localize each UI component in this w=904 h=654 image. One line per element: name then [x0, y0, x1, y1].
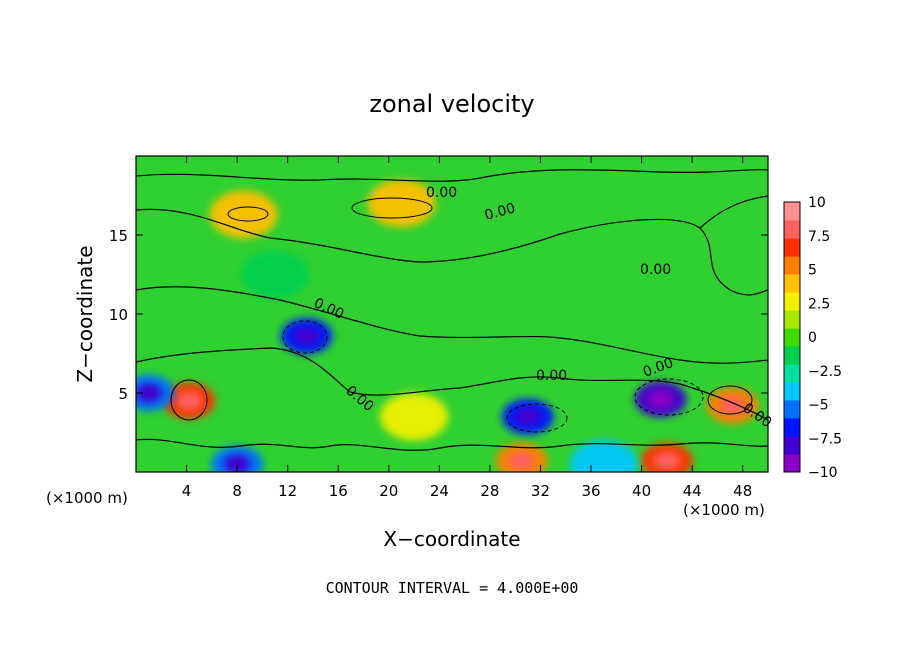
colorbar-swatch	[784, 418, 800, 437]
neg-contour-3	[506, 403, 568, 433]
x-axis: 4 8 12 16 20 24 28 32 36 40 44 48	[182, 156, 752, 500]
colorbar-tick-label: −5	[808, 398, 829, 414]
velocity-anomaly	[380, 392, 449, 441]
velocity-field	[136, 179, 759, 472]
pos-contour-3	[351, 197, 433, 219]
colorbar-swatch	[784, 292, 800, 311]
colorbar-tick-label: −2.5	[808, 364, 842, 380]
contour-label: 0.00	[536, 368, 567, 384]
colorbar: 10 7.5 5 2.5 0 −2.5 −5 −7.5 −10	[783, 195, 842, 481]
x-tick-label: 20	[379, 482, 398, 500]
colorbar-tick-label: −10	[808, 465, 838, 481]
x-tick-label: 12	[278, 482, 297, 500]
colorbar-swatch	[784, 328, 800, 347]
colorbar-swatch	[784, 436, 800, 455]
x-axis-label: X−coordinate	[383, 527, 520, 551]
y-tick-label: 5	[118, 385, 128, 403]
y-tick-label: 15	[109, 227, 128, 245]
neg-contour-1	[282, 320, 328, 354]
pos-contour-1	[170, 379, 208, 421]
x-tick-label: 32	[531, 482, 550, 500]
contour-label: 0.00	[483, 200, 517, 224]
velocity-anomaly-core	[514, 407, 541, 426]
zero-contour-top	[136, 169, 768, 182]
velocity-anomaly-core	[647, 390, 674, 409]
velocity-anomaly-core	[653, 451, 680, 471]
colorbar-frame	[783, 201, 801, 473]
y-axis-label: Z−coordinate	[73, 245, 97, 382]
contour-label: 0.00	[426, 185, 457, 201]
contour-interval: CONTOUR INTERVAL = 4.000E+00	[326, 579, 579, 597]
x-scale-left: (×1000 m)	[46, 489, 128, 507]
colorbar-tick-label: 5	[808, 263, 817, 279]
colorbar-tick-label: 0	[808, 330, 817, 346]
x-scale-right: (×1000 m)	[683, 501, 765, 519]
x-tick-label: 28	[480, 482, 499, 500]
colorbar-swatch	[784, 364, 800, 383]
pos-contour-4	[227, 206, 269, 222]
velocity-anomaly	[241, 250, 310, 299]
velocity-anomaly	[569, 440, 638, 472]
y-axis: 5 10 15	[109, 227, 768, 403]
velocity-anomaly-core	[719, 396, 746, 415]
chart-title: zonal velocity	[369, 90, 534, 118]
velocity-anomaly	[209, 190, 278, 239]
plot-area: 0.00 0.00 0.00 0.00 0.00 0.00 0.00 0.00	[135, 155, 774, 473]
velocity-anomaly-core	[136, 383, 162, 403]
zero-contour-right-top	[699, 195, 768, 229]
colorbar-swatch	[784, 346, 800, 365]
velocity-anomaly-core	[176, 391, 203, 410]
colorbar-swatch	[784, 256, 800, 275]
colorbar-tick-label: 2.5	[808, 296, 830, 312]
contour-label: 0.00	[640, 262, 671, 278]
y-tick-label: 10	[109, 306, 128, 324]
colorbar-swatch	[784, 220, 800, 239]
colorbar-tick-label: 7.5	[808, 229, 830, 245]
colorbar-swatch	[784, 454, 800, 473]
x-tick-label: 8	[232, 482, 242, 500]
zero-contours	[136, 169, 768, 451]
colorbar-tick-label: −7.5	[808, 431, 842, 447]
colorbar-swatch	[784, 382, 800, 401]
zero-contour-lower	[136, 347, 768, 421]
zero-contour-upper	[136, 208, 768, 296]
velocity-anomaly-core	[293, 327, 320, 346]
pos-contour-2	[707, 385, 753, 415]
x-tick-label: 48	[733, 482, 752, 500]
colorbar-swatch	[784, 238, 800, 257]
x-tick-label: 16	[329, 482, 348, 500]
colorbar-swatch	[784, 310, 800, 329]
colorbar-swatch	[784, 400, 800, 419]
colorbar-swatch	[784, 202, 800, 221]
zero-contour-bottom	[136, 438, 768, 451]
x-tick-label: 36	[581, 482, 600, 500]
colorbar-tick-label: 10	[808, 195, 826, 211]
colorbar-swatch	[784, 274, 800, 293]
x-tick-label: 40	[632, 482, 651, 500]
x-tick-label: 4	[182, 482, 192, 500]
velocity-anomaly-core	[224, 455, 251, 472]
velocity-anomaly-core	[508, 451, 535, 471]
neg-contour-2	[634, 378, 704, 416]
x-tick-label: 24	[430, 482, 449, 500]
x-tick-label: 44	[683, 482, 702, 500]
zero-contour-middle	[136, 286, 768, 364]
